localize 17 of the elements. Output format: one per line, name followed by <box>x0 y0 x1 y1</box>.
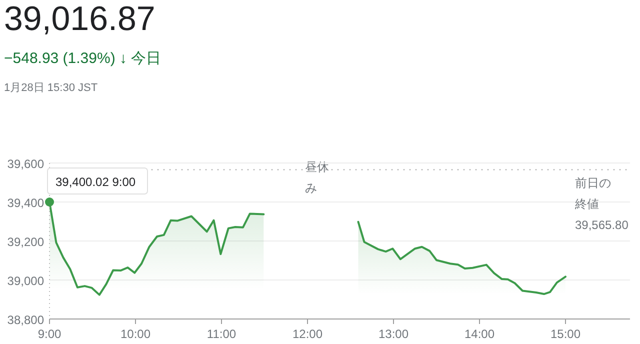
y-tick-label: 38,800 <box>7 313 44 327</box>
x-tick-label: 15:00 <box>550 327 581 341</box>
x-tick-label: 10:00 <box>120 327 151 341</box>
y-tick-label: 39,600 <box>7 157 44 171</box>
annotation: 39,400.02 9:00 <box>56 175 136 189</box>
x-tick-label: 9:00 <box>38 327 62 341</box>
text: 1月28日 15:30 JST <box>4 82 98 94</box>
chart-title: 39,016.87 <box>4 0 156 38</box>
x-tick-label: 12:00 <box>292 327 323 341</box>
x-tick-label: 13:00 <box>378 327 409 341</box>
x-tick-label: 11:00 <box>206 327 236 341</box>
chart-subtitle: −548.93 (1.39%) ↓ 今日 <box>4 50 162 67</box>
x-tick-label: 14:00 <box>464 327 495 341</box>
y-tick-label: 39,200 <box>7 235 44 249</box>
y-tick-label: 39,000 <box>7 274 44 288</box>
ref-line-label: 前日の終値39,565.80 <box>575 174 628 234</box>
y-tick-label: 39,400 <box>7 196 44 210</box>
